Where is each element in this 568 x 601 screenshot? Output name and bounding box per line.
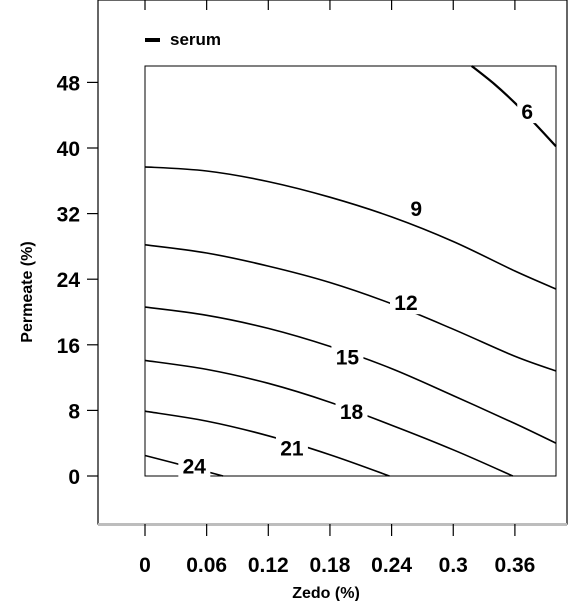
data-region-border — [144, 65, 557, 477]
contour-label-6: 6 — [521, 101, 533, 124]
contour-line-6 — [471, 65, 557, 148]
x-tick-label: 0.18 — [310, 554, 351, 577]
contour-label-18: 18 — [340, 401, 364, 424]
contour-label-24: 24 — [183, 455, 207, 478]
x-axis-ticks: 0 0.06 0.12 0.18 0.24 0.3 0.36 — [139, 0, 535, 577]
x-tick-label: 0 — [139, 554, 151, 577]
y-tick-label: 24 — [57, 269, 81, 292]
contour-label-bg — [406, 193, 427, 220]
contour-label-9: 9 — [410, 198, 422, 221]
x-tick-label: 0.06 — [186, 554, 227, 577]
contour-line-18 — [144, 359, 514, 477]
y-tick-label: 8 — [68, 400, 80, 423]
contour-line-21 — [144, 410, 390, 477]
contour-line-12 — [144, 244, 557, 372]
contour-line-9 — [144, 166, 557, 290]
x-axis-title: Zedo (%) — [292, 585, 360, 601]
y-axis-title: Permeate (%) — [19, 241, 36, 342]
contour-label-bg — [331, 342, 364, 369]
x-tick-label: 0.12 — [248, 554, 289, 577]
y-tick-label: 48 — [57, 72, 81, 95]
contour-label-bg — [275, 433, 308, 460]
legend: serum — [145, 30, 221, 49]
contour-label-bg — [178, 451, 211, 478]
x-tick-label: 0.24 — [371, 554, 412, 577]
contour-line-15 — [144, 306, 557, 444]
x-tick-label: 0.3 — [439, 554, 468, 577]
y-tick-label: 32 — [57, 204, 80, 227]
contour-label-bg — [517, 97, 538, 124]
contour-lines — [144, 65, 557, 477]
contour-labels: 24 21 18 15 12 9 6 — [178, 97, 538, 478]
y-tick-label: 40 — [57, 138, 80, 161]
y-tick-label: 16 — [57, 335, 80, 358]
contour-label-21: 21 — [280, 437, 304, 460]
y-tick-label: 0 — [68, 466, 80, 489]
contour-label-bg — [335, 397, 368, 424]
contour-label-12: 12 — [394, 292, 417, 315]
x-tick-label: 0.36 — [494, 554, 535, 577]
contour-label-15: 15 — [336, 346, 360, 369]
y-axis-ticks: 0 8 16 24 32 40 48 — [57, 72, 98, 489]
contour-label-bg — [389, 288, 422, 315]
legend-label-serum: serum — [170, 30, 221, 49]
